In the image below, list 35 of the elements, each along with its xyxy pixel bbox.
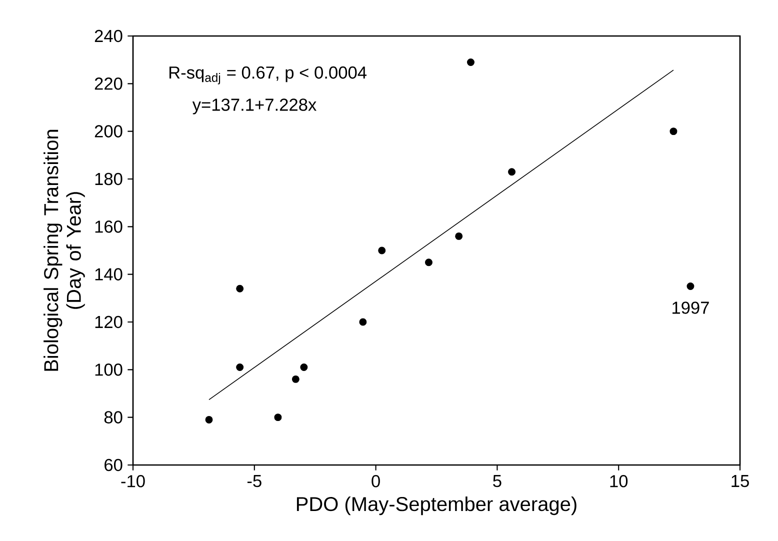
- y-tick-label: 160: [95, 220, 122, 233]
- y-tick-label: 140: [95, 268, 122, 280]
- annotation: 1997: [672, 302, 709, 314]
- x-tick-label: 15: [732, 475, 749, 488]
- annotation: y=137.1+7.228x: [192, 98, 316, 114]
- y-tick-label: 120: [95, 316, 122, 328]
- x-tick-label: 5: [493, 475, 502, 488]
- x-axis-title: PDO (May-September average): [296, 496, 576, 516]
- y-tick-label: 180: [95, 172, 122, 186]
- y-tick-label: 200: [94, 125, 122, 138]
- point: [274, 414, 282, 422]
- x-tick-label: -5: [247, 475, 262, 488]
- point: [670, 128, 678, 136]
- y-tick-label: 220: [94, 78, 122, 90]
- annotation: R-sq$_{adj}$ = 0.67, p < 0.0004: [169, 66, 367, 84]
- x-tick-label: 0: [372, 475, 380, 488]
- point: [236, 284, 244, 292]
- y-tick-label: 100: [95, 364, 122, 376]
- point: [378, 246, 386, 254]
- y-axis-title: Biological Spring Transition (Day of Year): [44, 130, 85, 371]
- point: [236, 364, 244, 372]
- y-tick-label: 240: [94, 30, 122, 42]
- point: [300, 364, 308, 372]
- point: [292, 375, 300, 383]
- point: [205, 416, 213, 424]
- point: [455, 232, 463, 240]
- x-tick-label: 10: [610, 475, 628, 488]
- y-tick-label: 60: [104, 458, 122, 472]
- point: [424, 258, 432, 266]
- x-tick-label: -10: [121, 475, 145, 488]
- point: [359, 318, 367, 326]
- point: [686, 282, 694, 290]
- point: [508, 168, 516, 176]
- y-tick-label: 80: [104, 411, 122, 424]
- point: [467, 58, 474, 66]
